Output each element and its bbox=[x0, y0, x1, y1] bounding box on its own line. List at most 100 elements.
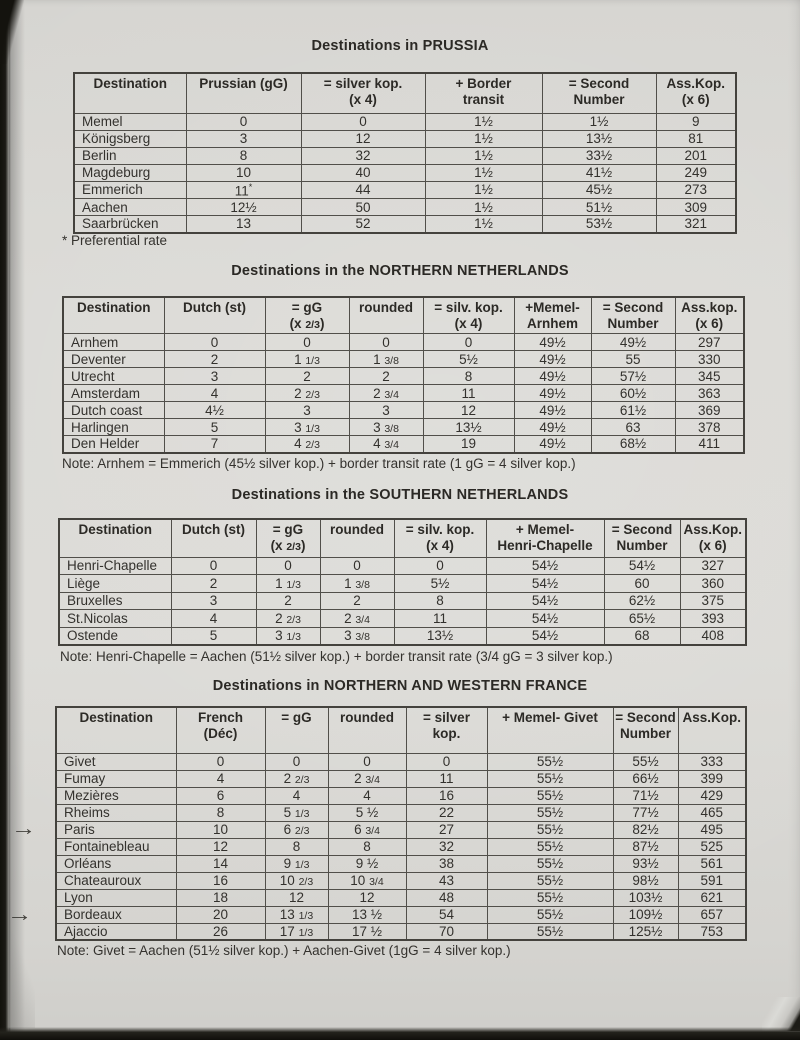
value-cell: 8 bbox=[175, 803, 266, 822]
value-cell: 18 bbox=[175, 888, 266, 907]
value-cell: 125½ bbox=[612, 922, 679, 941]
destination-cell: Magdeburg bbox=[73, 163, 187, 182]
destination-cell: Fumay bbox=[55, 769, 177, 788]
value-cell: 77½ bbox=[612, 803, 679, 822]
value-cell: 50 bbox=[300, 198, 426, 216]
table-row: Fontainebleau 12 8 8 32 55½ 87½ 525 bbox=[55, 837, 747, 856]
value-cell: 98½ bbox=[612, 871, 679, 890]
value-cell: 55½ bbox=[486, 922, 614, 941]
destination-cell: Den Helder bbox=[62, 435, 165, 453]
value-cell: 12 bbox=[264, 888, 329, 907]
value-cell: 55½ bbox=[612, 752, 679, 771]
value-cell: 49½ bbox=[513, 350, 592, 368]
column-header: = Second Number bbox=[612, 706, 679, 754]
value-cell: 3 1/3 bbox=[255, 626, 321, 646]
value-cell: 753 bbox=[677, 922, 747, 941]
value-cell: 38 bbox=[405, 854, 488, 873]
value-cell: 0 bbox=[163, 333, 266, 351]
value-cell: 71½ bbox=[612, 786, 679, 805]
column-header: Destination bbox=[58, 518, 172, 558]
value-cell: 55½ bbox=[486, 888, 614, 907]
value-cell: 1 1/3 bbox=[255, 574, 321, 593]
value-cell: 57½ bbox=[590, 367, 676, 385]
table-row: Aachen 12½ 50 1½ 51½ 309 bbox=[73, 198, 737, 216]
value-cell: 3 bbox=[163, 367, 266, 385]
value-cell: 51½ bbox=[541, 198, 657, 216]
value-cell: 0 bbox=[185, 112, 302, 131]
value-cell: 2 2/3 bbox=[264, 769, 329, 788]
value-cell: 13½ bbox=[422, 418, 515, 436]
value-cell: 33½ bbox=[541, 146, 657, 165]
value-cell: 5 bbox=[170, 626, 257, 646]
value-cell: 49½ bbox=[513, 435, 592, 453]
value-cell: 5½ bbox=[422, 350, 515, 368]
value-cell: 65½ bbox=[603, 609, 681, 628]
value-cell: 13½ bbox=[541, 129, 657, 148]
value-cell: 0 bbox=[175, 752, 266, 771]
column-header: = gG bbox=[264, 706, 329, 754]
value-cell: 81 bbox=[655, 129, 737, 148]
value-cell: 54½ bbox=[485, 556, 605, 576]
destination-cell: Lyon bbox=[55, 888, 177, 907]
value-cell: 621 bbox=[677, 888, 747, 907]
column-header: Destination bbox=[73, 72, 187, 114]
value-cell: 363 bbox=[674, 384, 745, 402]
value-cell: 55½ bbox=[486, 803, 614, 822]
column-header: + Memel- Givet bbox=[486, 706, 614, 754]
value-cell: 2 2/3 bbox=[264, 384, 350, 402]
value-cell: 14 bbox=[175, 854, 266, 873]
column-header: +Memel- Arnhem bbox=[513, 296, 592, 334]
value-cell: 60 bbox=[603, 574, 681, 593]
value-cell: 109½ bbox=[612, 905, 679, 924]
value-cell: 3 bbox=[348, 401, 424, 419]
destination-cell: Dutch coast bbox=[62, 401, 165, 419]
destination-cell: Henri-Chapelle bbox=[58, 556, 172, 576]
column-header: Destination bbox=[55, 706, 177, 754]
table-row: Henri-Chapelle 0 0 0 0 54½ 54½ 327 bbox=[58, 556, 747, 576]
value-cell: 2 bbox=[255, 591, 321, 611]
value-cell: 12 bbox=[175, 837, 266, 856]
value-cell: 408 bbox=[679, 626, 747, 646]
value-cell: 70 bbox=[405, 922, 488, 941]
value-cell: 16 bbox=[175, 871, 266, 890]
value-cell: 1½ bbox=[424, 180, 543, 199]
value-cell: 4 bbox=[264, 786, 329, 805]
column-header: = Second Number bbox=[603, 518, 681, 558]
table-row: Arnhem 0 0 0 0 49½ 49½ 297 bbox=[62, 333, 745, 351]
value-cell: 2 2/3 bbox=[255, 609, 321, 628]
value-cell: 0 bbox=[264, 752, 329, 771]
value-cell: 561 bbox=[677, 854, 747, 873]
value-cell: 378 bbox=[674, 418, 745, 436]
value-cell: 12 bbox=[422, 401, 515, 419]
prussia-table: Destination Prussian (gG) = silver kop. (x … bbox=[73, 72, 737, 234]
value-cell: 12 bbox=[327, 888, 407, 907]
value-cell: 55½ bbox=[486, 837, 614, 856]
value-cell: 5 1/3 bbox=[264, 803, 329, 822]
table-row: Bordeaux 20 13 1/3 13 ½ 54 55½ 109½ 657 bbox=[55, 905, 747, 924]
value-cell: 49½ bbox=[513, 384, 592, 402]
value-cell: 103½ bbox=[612, 888, 679, 907]
value-cell: 93½ bbox=[612, 854, 679, 873]
value-cell: 55½ bbox=[486, 905, 614, 924]
value-cell: 273 bbox=[655, 180, 737, 199]
value-cell: 45½ bbox=[541, 180, 657, 199]
column-header: Dutch (st) bbox=[170, 518, 257, 558]
value-cell: 495 bbox=[677, 820, 747, 839]
table-row: Königsberg 3 12 1½ 13½ 81 bbox=[73, 129, 737, 148]
value-cell: 6 3/4 bbox=[327, 820, 407, 839]
value-cell: 5½ bbox=[393, 574, 487, 593]
value-cell: 0 bbox=[405, 752, 488, 771]
column-header: Destination bbox=[62, 296, 165, 334]
destination-cell: Deventer bbox=[62, 350, 165, 368]
paper-topleft-corner bbox=[0, 0, 24, 64]
value-cell: 0 bbox=[393, 556, 487, 576]
value-cell: 61½ bbox=[590, 401, 676, 419]
value-cell: 54½ bbox=[485, 591, 605, 611]
column-header: = silver kop. bbox=[405, 706, 488, 754]
destination-cell: Givet bbox=[55, 752, 177, 771]
value-cell: 40 bbox=[300, 163, 426, 182]
value-cell: 9 1/3 bbox=[264, 854, 329, 873]
value-cell: 13 ½ bbox=[327, 905, 407, 924]
value-cell: 82½ bbox=[612, 820, 679, 839]
value-cell: 87½ bbox=[612, 837, 679, 856]
